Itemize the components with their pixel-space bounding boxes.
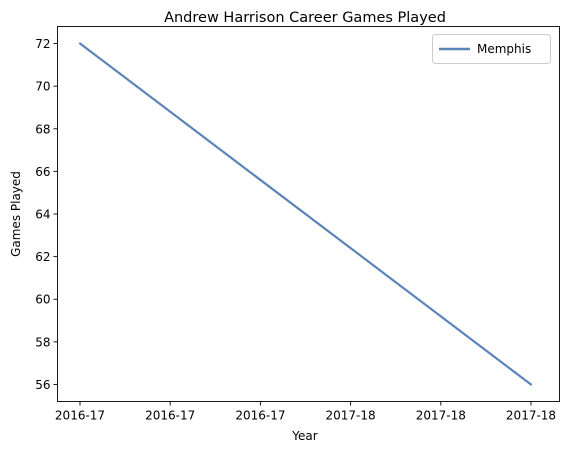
y-tick-label: 64 <box>35 208 50 222</box>
x-tick-label: 2017-18 <box>506 409 556 423</box>
y-tick-label: 70 <box>35 80 50 94</box>
y-tick-label: 62 <box>35 250 50 264</box>
x-axis: 2016-17 2016-17 2016-17 2017-18 2017-18 2017-… <box>55 401 556 423</box>
legend: Memphis <box>432 34 551 64</box>
series-group <box>78 42 533 386</box>
series-line-memphis <box>78 42 533 386</box>
y-tick-label: 56 <box>35 378 50 392</box>
legend-label-memphis: Memphis <box>477 42 531 56</box>
x-tick-label: 2016-17 <box>235 409 285 423</box>
y-tick-label: 66 <box>35 165 50 179</box>
x-tick-label: 2016-17 <box>55 409 105 423</box>
y-tick-label: 60 <box>35 293 50 307</box>
x-tick-label: 2016-17 <box>145 409 195 423</box>
x-tick-label: 2017-18 <box>416 409 466 423</box>
y-tick-label: 68 <box>35 122 50 136</box>
legend-box <box>432 34 551 64</box>
chart-title: Andrew Harrison Career Games Played <box>164 10 446 26</box>
x-axis-label: Year <box>291 429 317 443</box>
y-tick-label: 58 <box>35 335 50 349</box>
y-axis: 56 58 60 62 64 66 68 70 72 <box>35 37 58 392</box>
y-tick-label: 72 <box>35 37 50 51</box>
x-tick-label: 2017-18 <box>326 409 376 423</box>
y-axis-label: Games Played <box>9 171 23 257</box>
